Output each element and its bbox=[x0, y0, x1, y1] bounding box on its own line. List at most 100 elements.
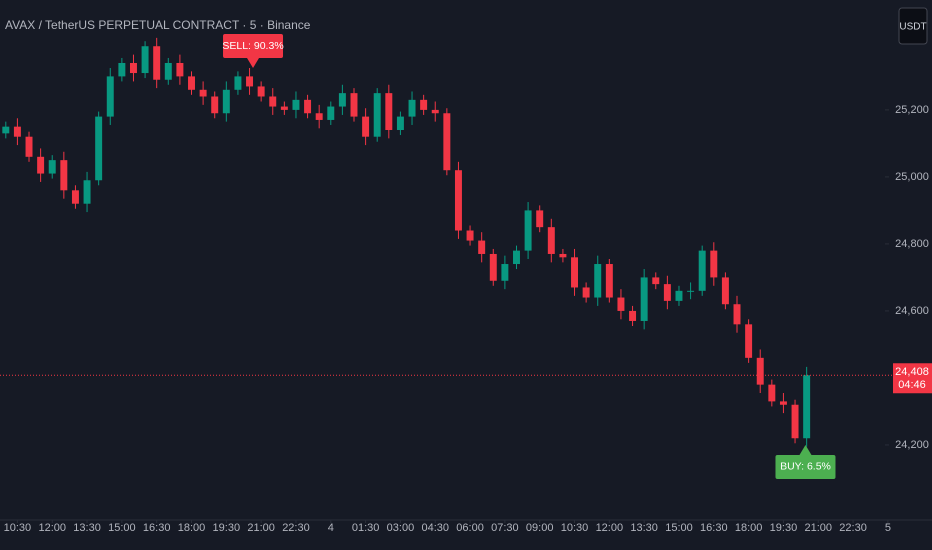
candle-body bbox=[745, 324, 753, 358]
candle-body bbox=[25, 136, 33, 157]
candle-body bbox=[698, 250, 706, 291]
candle-body bbox=[710, 250, 718, 278]
candle-body bbox=[292, 99, 300, 110]
candle-body bbox=[721, 277, 729, 305]
x-tick-label: 15:00 bbox=[108, 522, 136, 534]
y-tick-label: 24,600 bbox=[895, 305, 929, 317]
candle-body bbox=[756, 357, 764, 385]
x-tick-label: 10:30 bbox=[561, 522, 589, 534]
candle-body bbox=[547, 227, 555, 254]
signal-box bbox=[775, 454, 836, 479]
candle-body bbox=[141, 46, 149, 74]
candle-body bbox=[733, 304, 741, 325]
x-tick-label: 12:00 bbox=[596, 522, 624, 534]
x-tick-label: 01:30 bbox=[352, 522, 380, 534]
y-tick-label: 24,800 bbox=[895, 238, 929, 250]
candle-body bbox=[443, 113, 451, 171]
candle-body bbox=[211, 96, 219, 114]
countdown-label: 04:46 bbox=[898, 379, 926, 391]
currency-button[interactable] bbox=[898, 7, 928, 45]
last-price-tag bbox=[893, 363, 932, 394]
y-tick-label: 24,200 bbox=[895, 439, 929, 451]
candle-body bbox=[350, 93, 358, 117]
candle-body bbox=[129, 62, 137, 74]
candle-body bbox=[71, 190, 79, 204]
candle-body bbox=[37, 156, 45, 174]
candle-body bbox=[362, 116, 370, 137]
candle-body bbox=[95, 116, 103, 181]
signal-box bbox=[223, 34, 284, 59]
candle-body bbox=[675, 290, 683, 301]
candle-body bbox=[48, 160, 56, 174]
x-tick-label: 22:30 bbox=[282, 522, 310, 534]
candle-body bbox=[408, 99, 416, 117]
candle-body bbox=[431, 109, 439, 114]
candle-body bbox=[779, 401, 787, 405]
candle-body bbox=[269, 96, 277, 107]
candle-body bbox=[663, 284, 671, 301]
currency-label[interactable]: USDT bbox=[899, 22, 926, 33]
x-tick-label: 13:30 bbox=[73, 522, 101, 534]
candle-body bbox=[396, 116, 404, 130]
x-tick-label: 15:00 bbox=[665, 522, 693, 534]
x-tick-label: 19:30 bbox=[770, 522, 798, 534]
candle-body bbox=[536, 210, 544, 228]
x-tick-label: 07:30 bbox=[491, 522, 519, 534]
candle-body bbox=[605, 264, 613, 298]
candle-body bbox=[478, 240, 486, 254]
candle-body bbox=[559, 253, 567, 258]
last-price-label: 24,408 bbox=[895, 366, 929, 378]
y-tick-label: 25,200 bbox=[895, 104, 929, 116]
candle-body bbox=[501, 264, 509, 281]
candle-body bbox=[652, 277, 660, 285]
candle-body bbox=[280, 106, 288, 110]
candle-body bbox=[768, 384, 776, 402]
signal-pointer bbox=[247, 58, 260, 69]
signal-label: SELL: 90.3% bbox=[222, 40, 283, 52]
candle-body bbox=[106, 76, 114, 117]
candle-body bbox=[246, 76, 254, 87]
x-tick-label: 18:00 bbox=[178, 522, 206, 534]
x-tick-label: 22:30 bbox=[839, 522, 867, 534]
candle-body bbox=[594, 264, 602, 298]
x-tick-label: 10:30 bbox=[4, 522, 32, 534]
x-tick-label: 04:30 bbox=[421, 522, 449, 534]
candle-body bbox=[385, 93, 393, 130]
x-tick-label: 16:30 bbox=[143, 522, 171, 534]
signal-pointer bbox=[799, 444, 812, 455]
y-tick-label: 25,000 bbox=[895, 171, 929, 183]
x-tick-label: 16:30 bbox=[700, 522, 728, 534]
candle-body bbox=[489, 253, 497, 281]
candle-body bbox=[257, 86, 265, 97]
candle-body bbox=[153, 46, 161, 80]
candle-body bbox=[315, 113, 323, 120]
candle-body bbox=[118, 62, 126, 77]
candle-body bbox=[629, 310, 637, 321]
candle-body bbox=[687, 290, 695, 292]
candle-body bbox=[803, 375, 811, 439]
candle-body bbox=[13, 126, 21, 137]
candle-body bbox=[222, 89, 230, 114]
candle-body bbox=[327, 106, 335, 120]
signal-label: BUY: 6.5% bbox=[780, 461, 831, 473]
x-tick-label: 12:00 bbox=[38, 522, 66, 534]
x-tick-label: 03:00 bbox=[387, 522, 415, 534]
x-tick-label: 09:00 bbox=[526, 522, 554, 534]
candle-body bbox=[617, 297, 625, 311]
x-tick-label: 21:00 bbox=[247, 522, 275, 534]
x-tick-label: 06:00 bbox=[456, 522, 484, 534]
x-tick-label: 18:00 bbox=[735, 522, 763, 534]
x-tick-label: 5 bbox=[885, 522, 891, 534]
x-tick-label: 19:30 bbox=[213, 522, 241, 534]
candle-body bbox=[60, 160, 68, 191]
candle-body bbox=[199, 89, 207, 97]
candle-body bbox=[571, 257, 579, 288]
candle-body bbox=[2, 126, 10, 134]
candle-body bbox=[234, 76, 242, 90]
x-tick-label: 21:00 bbox=[804, 522, 832, 534]
candle-body bbox=[420, 99, 428, 110]
x-tick-label: 13:30 bbox=[630, 522, 658, 534]
candle-body bbox=[304, 99, 312, 114]
